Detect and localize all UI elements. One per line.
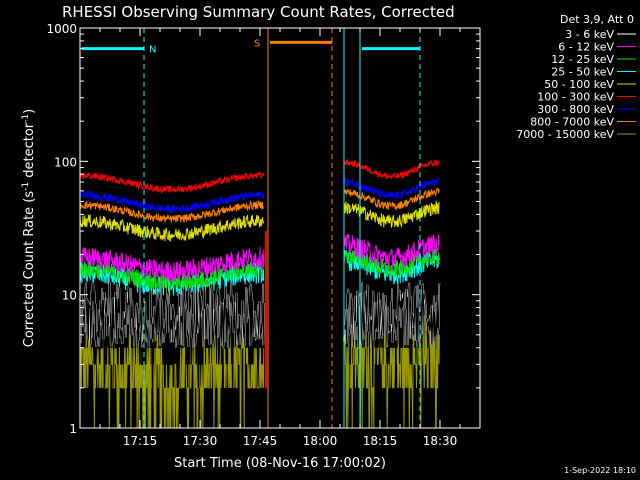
flag-label: N <box>149 45 156 56</box>
chart-title: RHESSI Observing Summary Count Rates, Co… <box>62 3 455 21</box>
legend-label: 7000 - 15000 keV <box>516 128 614 141</box>
y-tick-label: 100 <box>54 155 77 169</box>
flag-label: S <box>254 38 260 49</box>
trace-12-25-kev <box>79 259 265 292</box>
trace-50-100-kev <box>79 214 265 243</box>
trace-3-6-kev <box>79 281 265 348</box>
x-tick-label: 17:15 <box>123 434 158 448</box>
legend-label: 12 - 25 keV <box>551 53 614 66</box>
y-tick-label: 10 <box>62 289 77 303</box>
legend-label: 3 - 6 keV <box>565 28 614 41</box>
legend-label: 800 - 7000 keV <box>530 116 614 129</box>
y-axis-ticks: 1 10 100 1000 <box>46 22 480 436</box>
x-tick-label: 18:15 <box>363 434 398 448</box>
x-axis-label: Start Time (08-Nov-16 17:00:02) <box>174 456 386 471</box>
trace-6-12-kev <box>79 246 265 282</box>
legend-label: 50 - 100 keV <box>544 78 614 91</box>
legend-label: 300 - 800 keV <box>537 103 614 116</box>
trace-100-300-kev <box>79 170 265 194</box>
y-tick-label: 1 <box>69 422 77 436</box>
timestamp: 1-Sep-2022 18:10 <box>564 466 636 475</box>
legend-label: 6 - 12 keV <box>558 41 614 54</box>
y-tick-label: 1000 <box>46 22 77 36</box>
x-tick-label: 18:00 <box>303 434 338 448</box>
x-tick-label: 18:30 <box>423 434 458 448</box>
x-axis-ticks: 17:15 17:30 17:45 18:00 18:15 18:30 <box>79 28 481 448</box>
legend-label: 25 - 50 keV <box>551 66 614 79</box>
legend-label: 100 - 300 keV <box>537 91 614 104</box>
x-tick-label: 17:30 <box>183 434 218 448</box>
y-axis-label: Corrected Count Rate (s-1 detector-1) <box>21 109 37 347</box>
trace-300-800-kev <box>79 189 265 214</box>
legend-header: Det 3,9, Att 0 <box>560 13 634 26</box>
trace-800-7000-kev <box>79 199 265 223</box>
x-tick-label: 17:45 <box>243 434 278 448</box>
